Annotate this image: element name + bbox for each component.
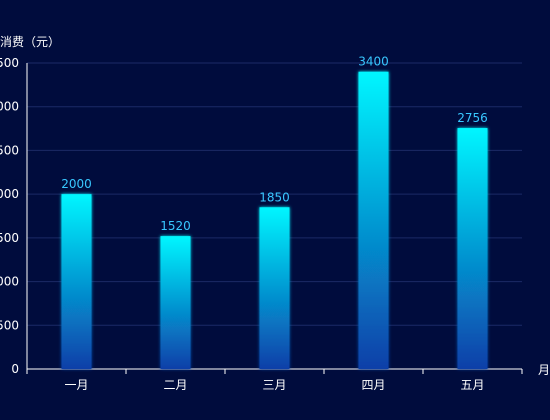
- y-tick-label: 3000: [0, 100, 19, 114]
- bar-1[interactable]: [61, 194, 92, 369]
- x-tick-label: 一月: [64, 378, 88, 392]
- x-axis-title: 月: [538, 363, 550, 377]
- data-label: 1520: [160, 219, 191, 233]
- bar-5[interactable]: [457, 128, 488, 369]
- data-label: 3400: [358, 55, 389, 69]
- bar-3[interactable]: [259, 207, 290, 369]
- y-tick-label: 3500: [0, 56, 19, 70]
- x-tick-label: 四月: [361, 378, 385, 392]
- x-tick-label: 二月: [163, 378, 187, 392]
- data-label: 2000: [61, 177, 92, 191]
- y-tick-label: 1500: [0, 231, 19, 245]
- x-tick-label: 五月: [460, 378, 484, 392]
- labels: 2000 一月 1520 二月 1850 三月 3400 四月 2756 五月: [61, 55, 488, 392]
- bars: [61, 71, 488, 369]
- y-tick-label: 500: [0, 318, 19, 332]
- y-axis-title: 消费（元）: [0, 35, 60, 49]
- axes: 0 500 1000 1500 2000 2500 3000 3500: [0, 56, 523, 376]
- y-tick-label: 1000: [0, 275, 19, 289]
- y-tick-label: 0: [11, 362, 19, 376]
- x-tick-label: 三月: [262, 378, 286, 392]
- data-label: 2756: [457, 111, 488, 125]
- bar-4[interactable]: [358, 71, 389, 369]
- data-label: 1850: [259, 190, 290, 204]
- bar-2[interactable]: [160, 236, 191, 369]
- y-tick-label: 2000: [0, 187, 19, 201]
- y-tick-label: 2500: [0, 143, 19, 157]
